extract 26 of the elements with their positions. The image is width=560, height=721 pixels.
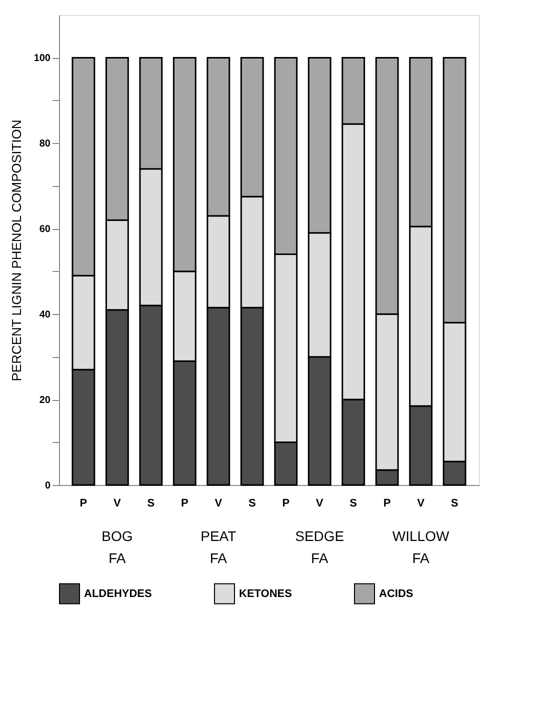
x-tick-label: P: [383, 498, 391, 510]
x-tick-label: P: [180, 498, 188, 510]
x-tick-label: S: [450, 498, 458, 510]
x-tick-label: P: [282, 498, 290, 510]
y-tick-label: 20: [39, 395, 51, 406]
y-tick-label: 80: [39, 138, 51, 150]
x-tick-label: V: [114, 498, 122, 510]
x-tick-label: V: [417, 498, 426, 510]
legend-label: ACIDS: [379, 588, 414, 600]
legend-label: ALDEHYDES: [84, 588, 152, 600]
y-tick-label: 40: [39, 310, 51, 321]
text: WILLOW FA: [392, 528, 450, 566]
y-axis-title: PERCENT LIGNIN PHENOL COMPOSITION: [8, 120, 24, 382]
y-tick-label: 100: [34, 53, 51, 64]
text: SEDGE FA: [295, 528, 344, 566]
text: BOG FA: [102, 528, 133, 566]
x-tick-label: S: [350, 498, 358, 510]
y-tick-label: 60: [39, 224, 51, 236]
x-tick-label: S: [248, 498, 256, 510]
x-tick-label: P: [80, 498, 88, 510]
x-tick-label: V: [214, 498, 223, 510]
y-tick-label: 0: [44, 480, 51, 492]
x-tick-label: S: [147, 498, 155, 510]
x-tick-label: V: [316, 498, 324, 510]
legend-label: KETONES: [239, 588, 292, 600]
text: PEAT FA: [200, 528, 237, 566]
